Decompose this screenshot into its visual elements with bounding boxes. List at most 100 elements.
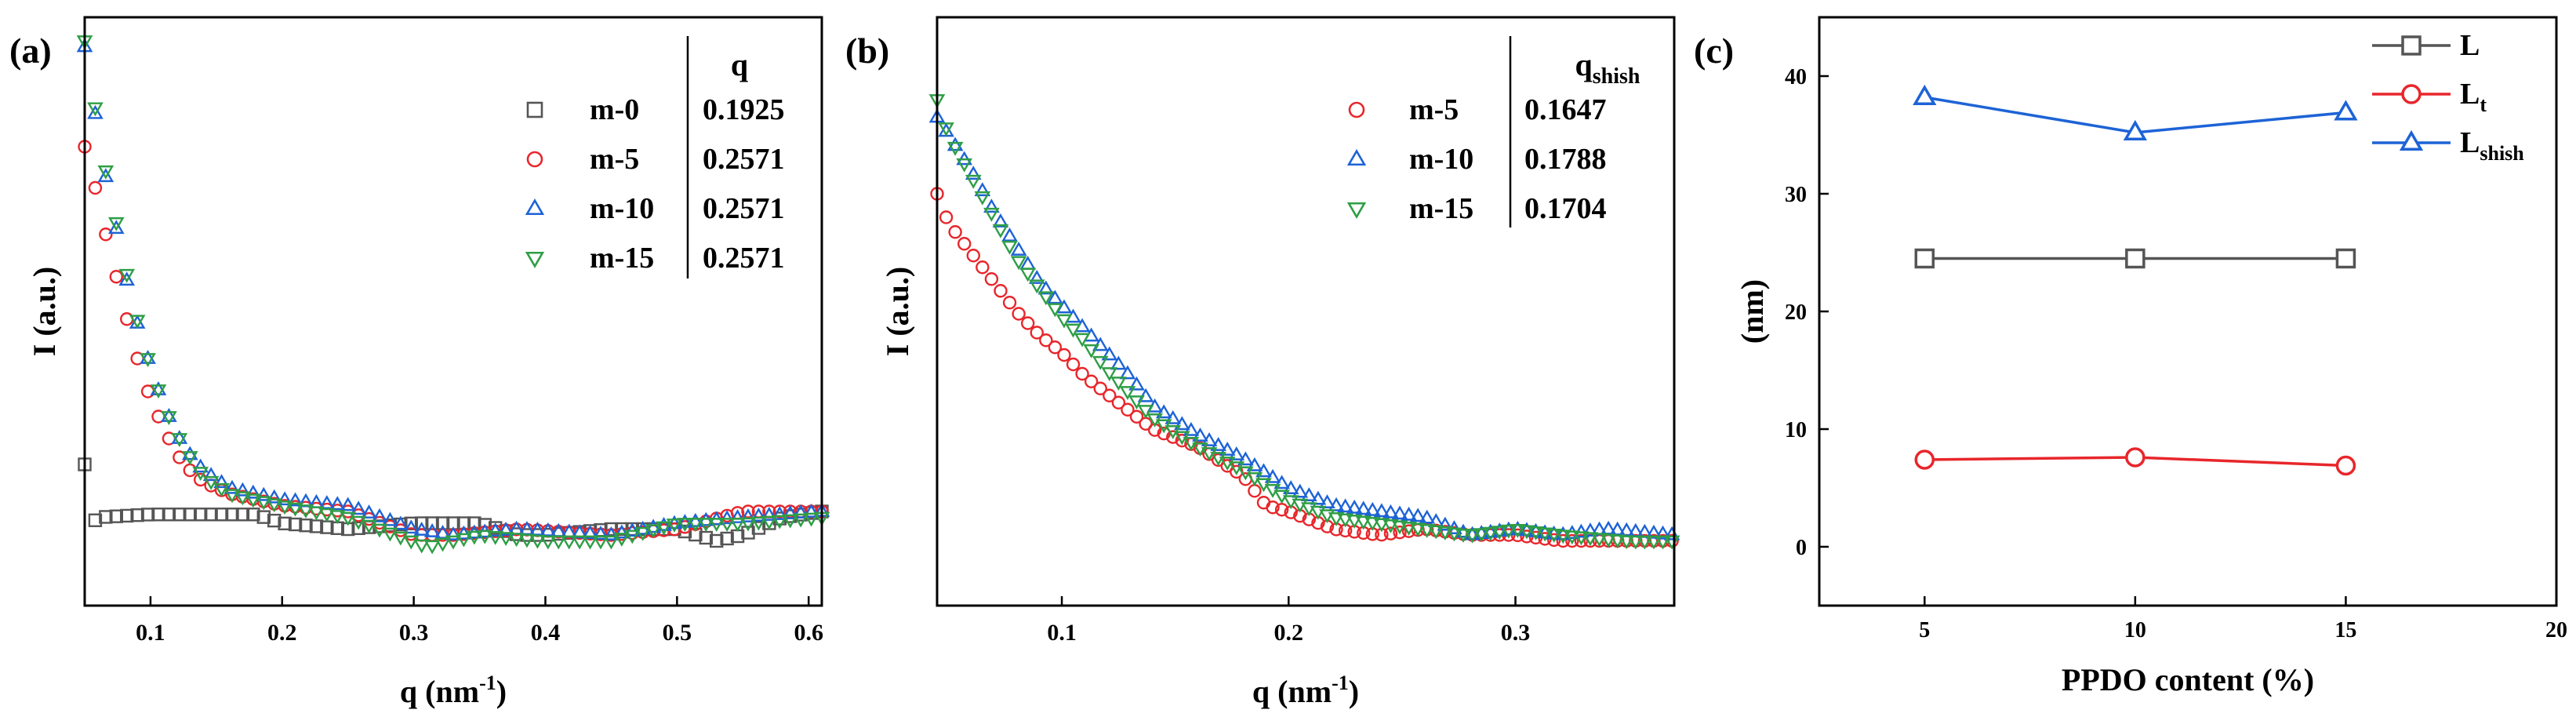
data-point — [1092, 355, 1109, 370]
panel-a-legend-table: q m-0 0.1925 m-5 0.2571 m-10 0.2571 m-15 0.2571 — [525, 36, 785, 278]
data-point — [1464, 529, 1481, 544]
panel-c-y-axis-label: (nm) — [1735, 279, 1770, 344]
data-point — [392, 531, 409, 546]
data-point — [308, 506, 325, 521]
data-point — [1228, 446, 1245, 460]
data-point — [1201, 431, 1218, 446]
data-point — [750, 516, 767, 531]
data-point — [697, 518, 714, 533]
data-point — [276, 500, 293, 515]
panel-b-x-ticks: 0.1 0.2 0.3 — [1047, 596, 1530, 646]
data-point — [1101, 367, 1118, 382]
data-point — [350, 500, 367, 515]
data-point — [476, 530, 493, 544]
data-point — [741, 526, 755, 540]
data-point — [434, 537, 451, 552]
data-point — [1055, 314, 1073, 329]
data-point — [1010, 256, 1027, 271]
data-point — [1582, 532, 1599, 547]
data-point — [677, 514, 693, 528]
data-point — [225, 508, 239, 522]
series-Lshish — [1913, 84, 2358, 140]
data-point — [750, 507, 767, 522]
data-point — [1914, 449, 1935, 470]
panel-c-label: (c) — [1694, 31, 1734, 71]
data-point — [1556, 533, 1570, 548]
data-point — [1913, 84, 1937, 105]
data-point — [1319, 494, 1335, 508]
data-point — [1536, 527, 1553, 542]
legend-row-m-5: m-5 0.2571 — [526, 143, 785, 176]
x-tick-label: 0.1 — [1047, 620, 1077, 646]
data-point — [140, 353, 156, 368]
data-point — [329, 510, 346, 525]
data-point — [1401, 522, 1417, 536]
data-point — [497, 532, 514, 547]
data-point — [771, 505, 788, 520]
data-point — [350, 515, 367, 530]
data-point — [1057, 348, 1071, 362]
data-point — [1437, 526, 1454, 540]
data-point — [2125, 248, 2145, 269]
data-point — [171, 429, 188, 444]
data-point — [1248, 484, 1262, 498]
data-point — [1292, 483, 1309, 498]
data-point — [948, 225, 962, 239]
data-point — [1409, 508, 1426, 522]
data-point — [1039, 333, 1053, 348]
data-point — [234, 491, 251, 506]
series-m-0 — [78, 457, 829, 548]
data-point — [173, 508, 187, 522]
data-point — [1066, 357, 1081, 372]
data-point — [792, 504, 809, 519]
data-point — [529, 534, 546, 549]
y-tick-label: 40 — [1785, 65, 1807, 89]
data-point — [1093, 381, 1107, 395]
data-point — [965, 166, 982, 180]
data-point — [992, 213, 1009, 227]
data-point — [423, 522, 441, 537]
data-point — [1546, 529, 1563, 543]
data-point — [1491, 526, 1508, 540]
legend-row-m-15: m-15 0.1704 — [1346, 192, 1607, 225]
data-point — [1419, 524, 1436, 538]
data-point — [718, 518, 736, 533]
data-point — [456, 525, 472, 540]
data-point — [204, 508, 218, 522]
panel-b-table-header: qshish — [1575, 47, 1640, 89]
panel-c-ticks: 5 10 15 20 0 10 20 30 40 — [1785, 65, 2567, 642]
data-point — [1048, 340, 1063, 355]
legend-marker — [2401, 35, 2422, 56]
data-point — [1574, 533, 1589, 548]
data-point — [1183, 421, 1200, 436]
legend-label: L — [2460, 29, 2480, 62]
legend-name: m-15 — [590, 242, 654, 275]
data-point — [957, 237, 972, 251]
legend-q-value: 0.2571 — [703, 143, 785, 176]
legend-marker — [2399, 129, 2424, 151]
y-tick-label: 20 — [1785, 300, 1807, 325]
data-point — [771, 515, 788, 530]
panel-b-label: (b) — [845, 31, 889, 71]
data-point — [151, 508, 165, 522]
data-point — [666, 519, 683, 533]
panel-a-axes-frame — [83, 16, 823, 607]
legend-name: m-0 — [590, 93, 639, 126]
data-point — [340, 497, 357, 511]
legend-q-value: 0.1925 — [703, 93, 785, 126]
data-point — [1037, 280, 1055, 295]
data-point — [803, 503, 819, 518]
data-point — [592, 535, 609, 550]
data-point — [1119, 365, 1136, 380]
panel-a-series — [76, 35, 830, 555]
panel-b-series — [928, 94, 1680, 550]
data-point — [687, 512, 704, 527]
data-point — [1155, 404, 1172, 419]
data-point — [1637, 535, 1653, 550]
data-point — [1455, 529, 1472, 543]
data-point — [1030, 326, 1044, 340]
data-point — [782, 514, 799, 529]
data-point — [87, 104, 104, 119]
data-point — [984, 272, 999, 286]
panel-c-axes-frame — [1818, 16, 2558, 607]
